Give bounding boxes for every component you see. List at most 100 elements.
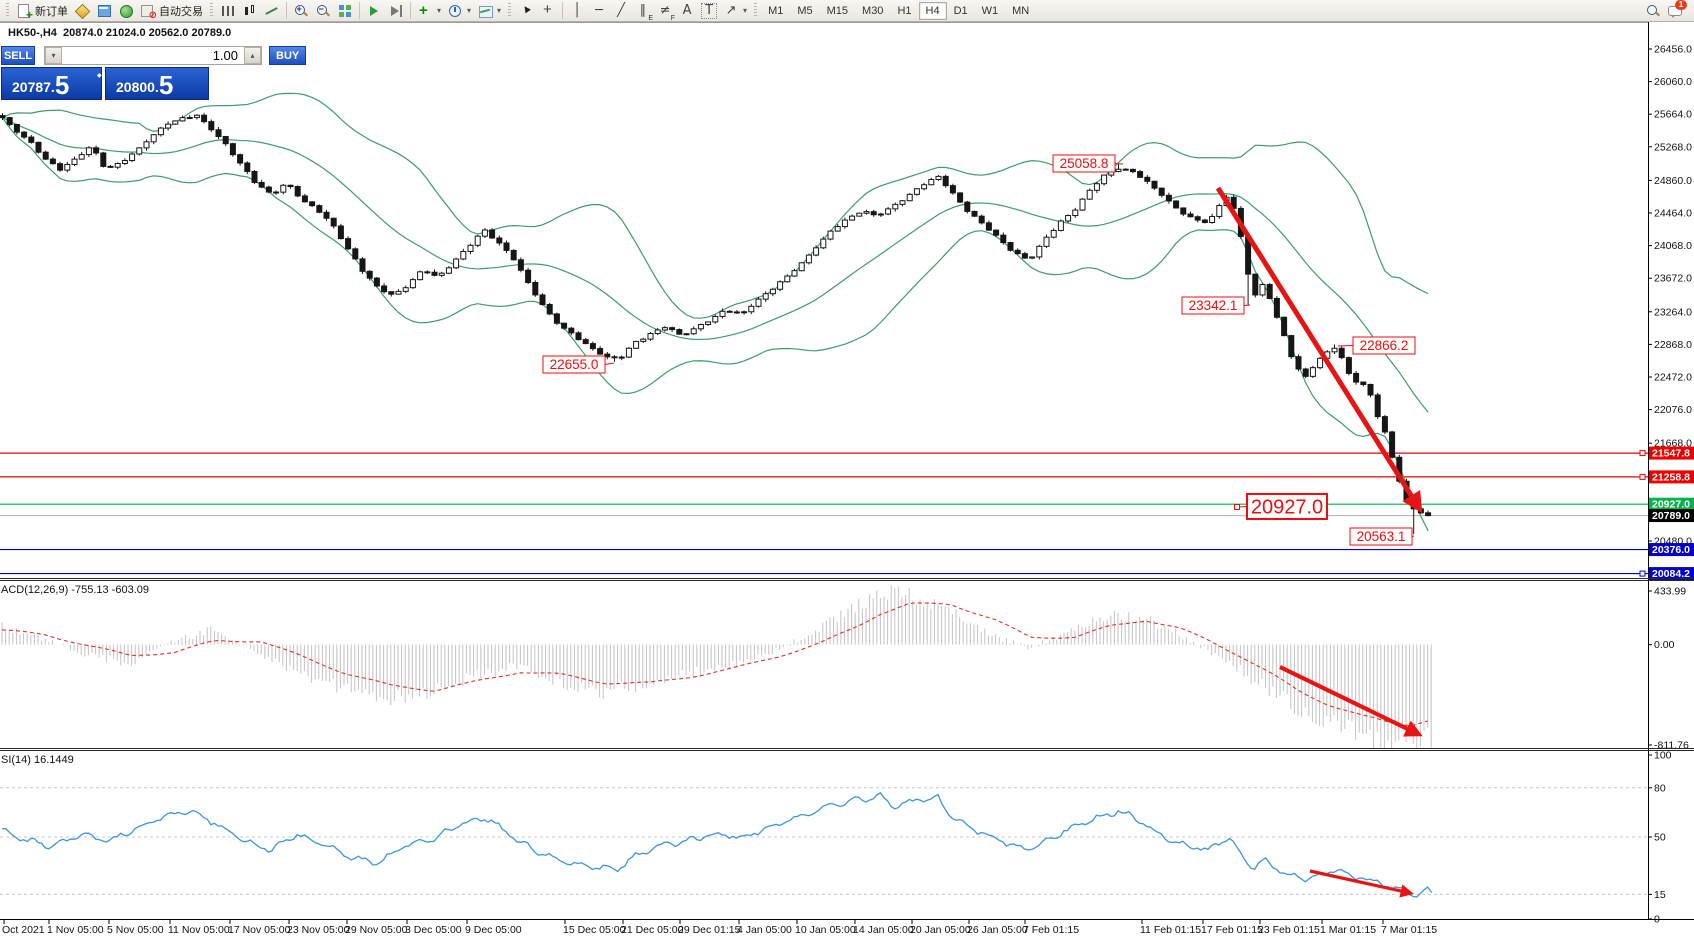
new-order-label: 新订单	[35, 5, 68, 18]
price-axis[interactable]: 26456.0 26060.0 25664.0 25268.0 24860.0 24464…	[1639, 22, 1694, 926]
sell-price-small: 20787.	[12, 79, 55, 95]
buy-button[interactable]: BUY	[269, 46, 307, 65]
horizontal-line-button[interactable]: ─	[588, 1, 610, 20]
timeframe-w1-button[interactable]: W1	[975, 2, 1006, 20]
panel-separators[interactable]	[0, 578, 1694, 751]
timeframe-m30-button[interactable]: M30	[855, 2, 890, 20]
trend-arrows[interactable]	[1215, 186, 1423, 898]
sell-price-display[interactable]: 20787. 5	[1, 67, 102, 100]
notifications-button[interactable]: 1	[1664, 0, 1687, 20]
volume-input[interactable]	[62, 47, 244, 64]
autotrading-button[interactable]: 自动交易	[137, 1, 206, 21]
one-click-trading-panel: SELL ▾ ▴ BUY 20787.5 20800.5	[1, 46, 307, 100]
candlestick-chart-button[interactable]	[239, 1, 261, 20]
buy-price-display[interactable]: 20800. 5	[105, 67, 209, 100]
svg-text:10 Jan 05:00: 10 Jan 05:00	[795, 924, 856, 936]
svg-text:23 Nov 05:00: 23 Nov 05:00	[287, 924, 350, 936]
toolbar-separator	[410, 2, 411, 19]
bollinger-bands	[2, 92, 1429, 532]
rsi-indicator-label: SI(14) 16.1449	[1, 754, 74, 766]
autotrading-icon	[140, 3, 157, 21]
signals-icon	[118, 3, 134, 19]
chat-icon: 1	[1667, 0, 1687, 19]
svg-text:21 Dec 05:00: 21 Dec 05:00	[621, 924, 684, 936]
svg-text:20 Jan 05:00: 20 Jan 05:00	[910, 924, 971, 936]
timeframe-d1-button[interactable]: D1	[947, 2, 975, 20]
line-chart-button[interactable]	[261, 1, 283, 20]
svg-text:1 Mar 01:15: 1 Mar 01:15	[1320, 924, 1376, 936]
text-button[interactable]: A	[676, 1, 698, 20]
svg-text:9 Dec 05:00: 9 Dec 05:00	[465, 924, 522, 936]
svg-text:5 Nov 05:00: 5 Nov 05:00	[107, 924, 164, 936]
new-order-button[interactable]: 新订单	[13, 1, 71, 22]
price-annotations[interactable]: 25058.8 23342.1 22866.2 22655.0 20927.0 20563…	[542, 154, 1416, 546]
spinner-down-icon: ▾	[51, 51, 56, 60]
toolbar-grip[interactable]	[6, 3, 9, 18]
auto-scroll-button[interactable]	[363, 1, 385, 20]
zoom-out-button[interactable]: −	[312, 1, 334, 20]
vertical-line-button[interactable]: │	[566, 1, 588, 20]
toolbar-grip[interactable]	[210, 3, 213, 18]
timeframe-mn-button[interactable]: MN	[1005, 2, 1036, 20]
arrows-tool-icon: ↗	[725, 2, 737, 18]
search-button[interactable]	[1642, 1, 1664, 20]
macd-panel	[1, 585, 1432, 748]
svg-text:0.00: 0.00	[1654, 639, 1675, 651]
toolbar-separator	[562, 2, 564, 19]
horizontal-line-objects[interactable]	[0, 452, 1648, 575]
svg-text:1 Nov 05:00: 1 Nov 05:00	[47, 924, 104, 936]
autotrading-label: 自动交易	[159, 5, 203, 18]
timeframe-h4-button[interactable]: H4	[918, 1, 947, 20]
chevron-down-icon: ▾	[743, 6, 748, 15]
svg-text:14 Jan 05:00: 14 Jan 05:00	[853, 924, 914, 936]
toolbar-grip[interactable]	[754, 3, 758, 18]
toolbar-grip[interactable]	[508, 3, 512, 18]
svg-text:24860.0: 24860.0	[1654, 175, 1692, 187]
market-watch-button[interactable]	[71, 1, 93, 20]
timeframe-m5-button[interactable]: M5	[790, 2, 819, 20]
time-axis[interactable]: Oct 2021 1 Nov 05:00 5 Nov 05:00 11 Nov 05:…	[0, 919, 1694, 937]
svg-text:25268.0: 25268.0	[1654, 141, 1692, 153]
cursor-button[interactable]	[515, 1, 537, 20]
equidistant-channel-button[interactable]: ∥ E	[632, 1, 654, 22]
timeframe-m1-button[interactable]: M1	[761, 2, 790, 20]
svg-text:20927.0: 20927.0	[1251, 497, 1323, 519]
chevron-down-icon: ▾	[497, 6, 502, 15]
timeframe-h1-button[interactable]: H1	[890, 2, 918, 20]
zoom-in-button[interactable]: +	[290, 1, 312, 20]
svg-text:25058.8: 25058.8	[1060, 156, 1109, 171]
svg-text:26456.0: 26456.0	[1654, 44, 1692, 56]
bar-chart-button[interactable]	[217, 1, 239, 20]
text-label-icon: T	[701, 2, 718, 19]
bar-chart-icon	[220, 3, 236, 19]
svg-text:7 Mar 01:15: 7 Mar 01:15	[1381, 924, 1437, 936]
svg-text:21547.8: 21547.8	[1652, 448, 1690, 460]
chart-shift-button[interactable]	[385, 1, 407, 20]
crosshair-button[interactable]	[537, 1, 559, 20]
svg-text:24068.0: 24068.0	[1654, 240, 1692, 252]
sell-button[interactable]: SELL	[1, 46, 35, 65]
data-window-button[interactable]	[93, 1, 115, 20]
templates-button[interactable]: ▾	[474, 1, 504, 20]
periods-button[interactable]: ▾	[444, 1, 474, 20]
svg-text:433.99: 433.99	[1654, 586, 1686, 598]
rsi-panel	[0, 787, 1648, 898]
svg-text:23 Feb 01:15: 23 Feb 01:15	[1258, 924, 1320, 936]
fibonacci-button[interactable]: ≠ F	[654, 1, 676, 22]
chart-canvas[interactable]: 26456.0 26060.0 25664.0 25268.0 24860.0 24464…	[0, 22, 1694, 940]
volume-increase-button[interactable]: ▴	[244, 47, 261, 64]
timeframe-m15-button[interactable]: M15	[820, 2, 855, 20]
signals-button[interactable]	[115, 1, 137, 20]
spinner-up-icon: ▴	[250, 51, 255, 60]
svg-text:22868.0: 22868.0	[1654, 339, 1692, 351]
tile-windows-button[interactable]	[334, 1, 356, 20]
text-label-button[interactable]: T	[698, 1, 720, 20]
chevron-down-icon: ▾	[467, 6, 472, 15]
indicators-button[interactable]: ▾	[414, 1, 444, 20]
svg-text:22866.2: 22866.2	[1360, 338, 1409, 353]
collapse-arrow-icon[interactable]: ◆	[97, 73, 102, 79]
volume-decrease-button[interactable]: ▾	[45, 47, 62, 64]
arrows-tool-button[interactable]: ↗ ▾	[720, 1, 750, 20]
svg-text:20376.0: 20376.0	[1652, 544, 1690, 556]
trendline-button[interactable]: ╱	[610, 1, 632, 20]
